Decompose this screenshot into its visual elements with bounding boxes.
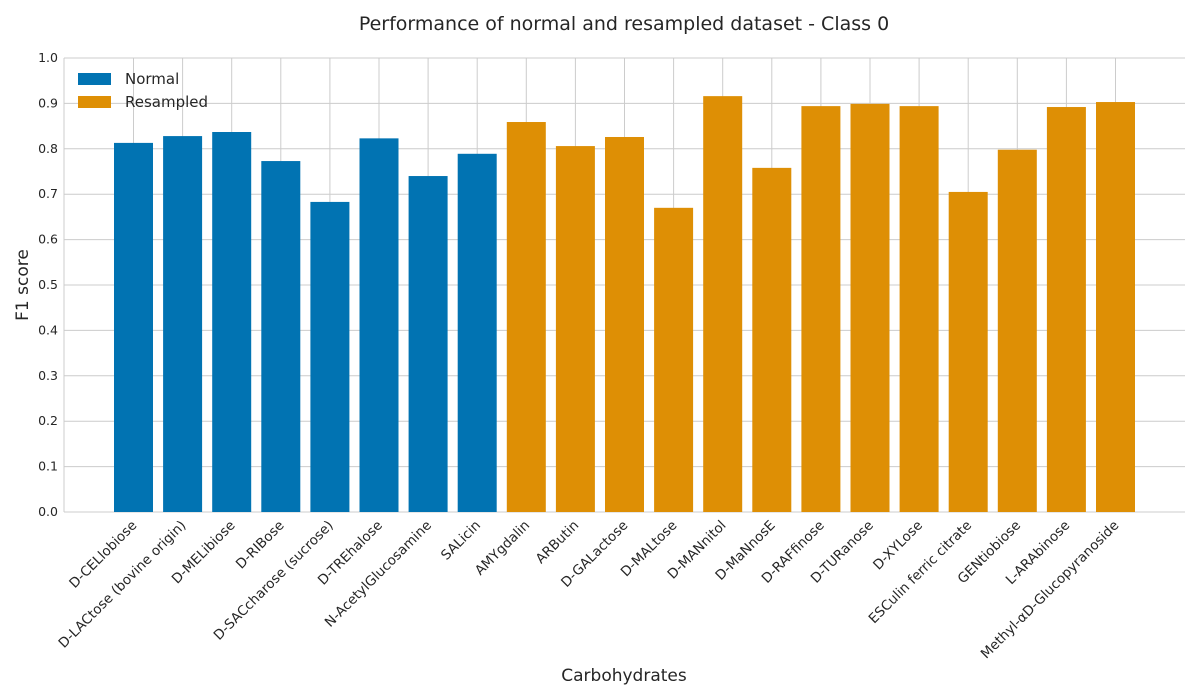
chart-title: Performance of normal and resampled data… (359, 13, 889, 35)
y-axis-ticks: 0.0 0.1 0.2 0.3 0.4 0.5 0.6 0.7 0.8 0.9 1.0 (38, 50, 58, 519)
y-tick-label: 0.9 (38, 95, 58, 110)
bar-normal-3 (261, 161, 301, 513)
bar-resampled-12 (703, 96, 743, 513)
bar-resampled-8 (506, 122, 546, 512)
bar-resampled-20 (1096, 102, 1135, 513)
bar-normal-5 (359, 138, 399, 512)
legend-label-normal: Normal (125, 70, 179, 88)
bar-resampled-16 (899, 106, 939, 513)
bar-resampled-17 (948, 191, 988, 512)
bar-normal-2 (212, 132, 252, 512)
bar-resampled-14 (801, 106, 841, 513)
y-tick-label: 0.4 (38, 322, 58, 337)
bar-resampled-13 (752, 167, 792, 513)
bar-resampled-11 (654, 207, 694, 512)
bar-resampled-10 (605, 136, 644, 512)
x-tick-label: ARButin (533, 518, 583, 568)
y-tick-label: 0.5 (38, 277, 58, 292)
bar-normal-1 (163, 136, 203, 512)
legend: Normal Resampled (78, 70, 208, 111)
bar-normal-0 (114, 142, 153, 512)
y-tick-label: 0.0 (38, 504, 58, 519)
legend-label-resampled: Resampled (125, 93, 208, 111)
y-tick-label: 0.1 (38, 459, 58, 474)
bars (114, 96, 1135, 513)
y-tick-label: 0.7 (38, 186, 58, 201)
y-tick-label: 1.0 (38, 50, 58, 65)
bar-resampled-18 (997, 149, 1037, 512)
y-axis-label: F1 score (13, 249, 33, 321)
bar-normal-4 (310, 201, 350, 512)
y-tick-label: 0.8 (38, 141, 58, 156)
bar-resampled-9 (555, 146, 595, 513)
bar-resampled-19 (1046, 107, 1086, 513)
y-tick-label: 0.6 (38, 232, 58, 247)
bar-normal-6 (408, 176, 448, 513)
legend-swatch-normal (78, 73, 111, 85)
x-tick-label: SALicin (438, 518, 484, 564)
y-tick-label: 0.3 (38, 368, 58, 383)
x-axis-label: Carbohydrates (561, 666, 687, 686)
bar-resampled-15 (850, 103, 890, 512)
legend-swatch-resampled (78, 96, 111, 108)
y-tick-label: 0.2 (38, 413, 58, 428)
bar-normal-7 (457, 153, 497, 512)
